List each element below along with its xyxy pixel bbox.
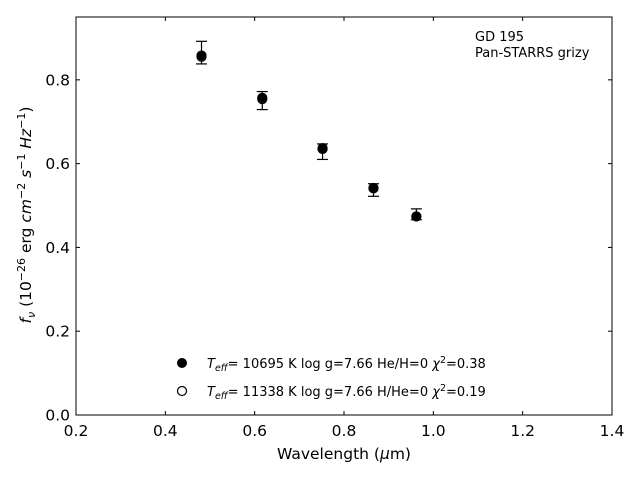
- x-tick-label: 0.2: [64, 422, 89, 440]
- y-tick-label: 0.8: [45, 71, 70, 89]
- x-tick-label: 0.6: [242, 422, 267, 440]
- legend-label-da: Teff= 10695 K log g=7.66 He/H=0 χ2=0.38: [207, 355, 486, 374]
- legend-label-db: Teff= 11338 K log g=7.66 H/He=0 χ2=0.19: [207, 383, 486, 402]
- y-tick-label: 0.2: [45, 323, 70, 341]
- x-tick-label: 1.2: [510, 422, 535, 440]
- x-axis-ticks: 0.2 0.4 0.6 0.8 1.0 1.2 1.4: [64, 17, 625, 440]
- model-point-open: [196, 51, 207, 62]
- legend: Teff= 10695 K log g=7.66 He/H=0 χ2=0.38 …: [176, 355, 486, 402]
- model-point-open: [257, 94, 268, 105]
- x-tick-label: 1.0: [421, 422, 446, 440]
- annotation-object: GD 195: [475, 30, 524, 45]
- y-tick-label: 0.6: [45, 155, 70, 173]
- data-markers: [196, 50, 422, 222]
- y-axis-ticks: 0.0 0.2 0.4 0.6 0.8: [45, 71, 612, 425]
- x-tick-label: 0.4: [153, 422, 178, 440]
- y-tick-label: 0.0: [45, 407, 70, 425]
- annotation-survey: Pan-STARRS grizy: [475, 46, 590, 61]
- x-tick-label: 0.8: [332, 422, 357, 440]
- model-point-open: [411, 211, 422, 222]
- legend-marker-filled: [177, 358, 187, 368]
- legend-marker-open: [176, 385, 188, 397]
- x-tick-label: 1.4: [600, 422, 625, 440]
- model-point-open: [368, 183, 379, 194]
- y-axis-title: fν (10−26 erg cm−2 s−1 Hz−1): [15, 107, 38, 324]
- x-axis-title: Wavelength (μm): [277, 445, 411, 463]
- model-point-open: [317, 143, 328, 155]
- y-tick-label: 0.4: [45, 239, 70, 257]
